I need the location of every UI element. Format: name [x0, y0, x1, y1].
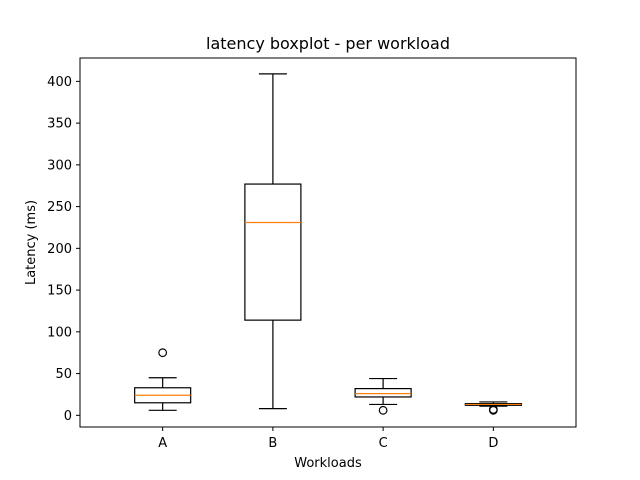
plot-area	[134, 73, 522, 415]
y-axis-label: Latency (ms)	[24, 200, 39, 285]
plot-frame	[79, 57, 577, 428]
box-group-d	[464, 401, 522, 415]
y-tick-label-150: 150	[47, 284, 72, 299]
outlier-a-1	[158, 348, 168, 358]
box-c	[354, 387, 412, 398]
y-tick-label-50: 50	[55, 367, 72, 382]
box-group-c	[354, 377, 412, 415]
x-tick-label-c: C	[379, 436, 388, 451]
x-axis-label: Workloads	[294, 456, 362, 471]
y-tick-label-300: 300	[47, 158, 72, 173]
x-tick-label-b: B	[268, 436, 277, 451]
x-tick-label-a: A	[158, 436, 167, 451]
y-tick-label-100: 100	[47, 325, 72, 340]
y-tick-label-0: 0	[64, 409, 72, 424]
y-tick-label-250: 250	[47, 200, 72, 215]
box-group-b	[244, 73, 302, 410]
box-b	[244, 183, 302, 321]
chart-title: latency boxplot - per workload	[206, 34, 450, 53]
y-tick-label-200: 200	[47, 242, 72, 257]
box-group-a	[134, 348, 192, 411]
x-tick-label-d: D	[488, 436, 498, 451]
y-tick-label-350: 350	[47, 117, 72, 132]
axes: A B C D 0 50 100 150 200 250 300 350 400	[47, 75, 498, 451]
outlier-c-1	[378, 405, 388, 415]
outlier-d-2	[488, 405, 498, 414]
y-tick-label-400: 400	[47, 75, 72, 90]
